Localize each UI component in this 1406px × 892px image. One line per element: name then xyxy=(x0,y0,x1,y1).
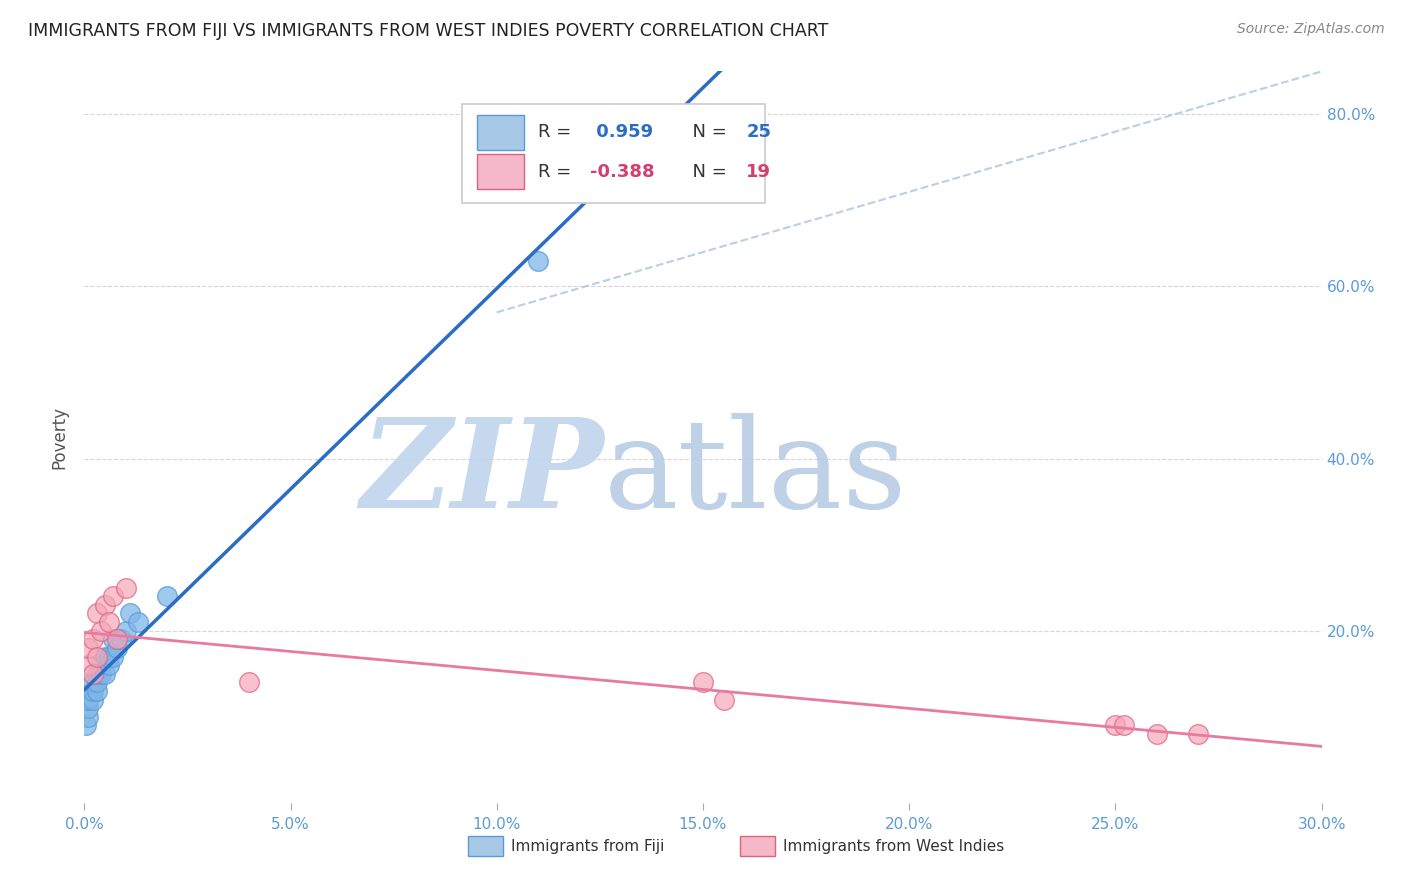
Point xyxy=(1146,727,1168,741)
Point xyxy=(527,253,550,268)
Text: R =: R = xyxy=(538,162,578,180)
Point xyxy=(238,675,260,690)
Point xyxy=(1187,727,1209,741)
Point xyxy=(86,684,108,698)
Point xyxy=(94,666,117,681)
Point xyxy=(90,658,112,673)
Point xyxy=(94,598,117,612)
Point xyxy=(77,701,100,715)
Text: 25: 25 xyxy=(747,123,772,141)
Text: atlas: atlas xyxy=(605,413,907,534)
Point xyxy=(77,640,100,655)
Point xyxy=(114,581,136,595)
Point xyxy=(82,692,104,706)
Text: 0.959: 0.959 xyxy=(591,123,654,141)
Text: Immigrants from West Indies: Immigrants from West Indies xyxy=(783,839,1005,855)
Text: Source: ZipAtlas.com: Source: ZipAtlas.com xyxy=(1237,22,1385,37)
Point xyxy=(1112,718,1135,732)
Point xyxy=(90,666,112,681)
Point xyxy=(90,624,112,638)
Point xyxy=(118,607,141,621)
Point xyxy=(127,615,149,629)
Text: R =: R = xyxy=(538,123,578,141)
FancyBboxPatch shape xyxy=(477,154,523,189)
Text: IMMIGRANTS FROM FIJI VS IMMIGRANTS FROM WEST INDIES POVERTY CORRELATION CHART: IMMIGRANTS FROM FIJI VS IMMIGRANTS FROM … xyxy=(28,22,828,40)
Point xyxy=(103,589,125,603)
Text: -0.388: -0.388 xyxy=(591,162,655,180)
Point xyxy=(82,675,104,690)
FancyBboxPatch shape xyxy=(740,836,775,856)
Point xyxy=(86,649,108,664)
Point xyxy=(713,692,735,706)
Text: N =: N = xyxy=(681,162,733,180)
Point xyxy=(98,615,121,629)
Point xyxy=(86,666,108,681)
Point xyxy=(98,658,121,673)
Point xyxy=(77,710,100,724)
Point xyxy=(86,607,108,621)
FancyBboxPatch shape xyxy=(477,114,523,150)
Point xyxy=(692,675,714,690)
Point xyxy=(86,675,108,690)
Point xyxy=(105,640,128,655)
Text: ZIP: ZIP xyxy=(360,413,605,534)
Point xyxy=(103,649,125,664)
Point xyxy=(156,589,179,603)
Point xyxy=(110,632,132,647)
Point xyxy=(77,658,100,673)
Y-axis label: Poverty: Poverty xyxy=(51,406,69,468)
Point xyxy=(82,632,104,647)
Point xyxy=(75,718,97,732)
Point xyxy=(94,649,117,664)
Text: N =: N = xyxy=(681,123,733,141)
Text: 19: 19 xyxy=(747,162,772,180)
FancyBboxPatch shape xyxy=(468,836,502,856)
FancyBboxPatch shape xyxy=(461,104,765,203)
Point xyxy=(114,624,136,638)
Point xyxy=(82,684,104,698)
Point xyxy=(82,666,104,681)
Text: Immigrants from Fiji: Immigrants from Fiji xyxy=(512,839,665,855)
Point xyxy=(77,692,100,706)
Point xyxy=(103,632,125,647)
Point xyxy=(1104,718,1126,732)
Point xyxy=(105,632,128,647)
Point xyxy=(98,649,121,664)
